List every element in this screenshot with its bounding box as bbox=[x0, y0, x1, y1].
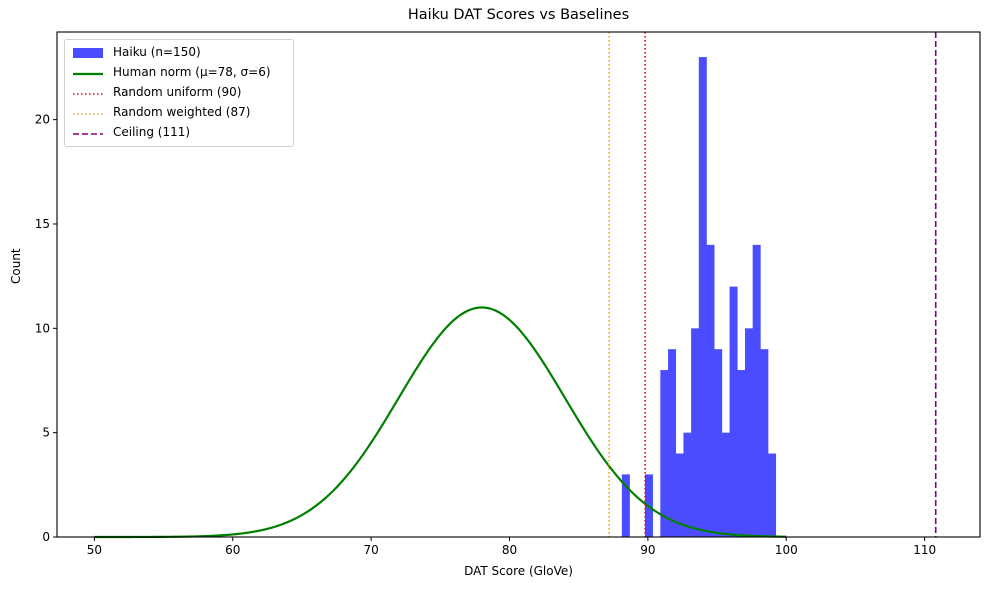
histogram-bar bbox=[744, 328, 753, 537]
x-axis-label: DAT Score (GloVe) bbox=[464, 564, 573, 578]
histogram-bar bbox=[768, 453, 777, 537]
x-tick-label: 50 bbox=[87, 543, 102, 557]
normal-curve-line bbox=[94, 306, 787, 539]
y-axis-ticks: 0 5 10 15 20 bbox=[35, 113, 57, 544]
legend-label: Ceiling (111) bbox=[113, 125, 191, 139]
x-tick-label: 90 bbox=[640, 543, 655, 557]
histogram-bar bbox=[675, 453, 684, 537]
human-norm-curve bbox=[94, 306, 787, 539]
histogram-bar bbox=[737, 370, 746, 537]
legend-item-ceiling: Ceiling (111) bbox=[65, 123, 293, 143]
legend-swatch-line bbox=[73, 106, 103, 120]
histogram-bar bbox=[683, 432, 692, 537]
histogram-bar bbox=[721, 432, 730, 537]
legend-item-haiku: Haiku (n=150) bbox=[65, 43, 293, 63]
x-tick-label: 100 bbox=[775, 543, 798, 557]
legend-swatch-line bbox=[73, 126, 103, 140]
y-tick-label: 10 bbox=[35, 321, 50, 335]
baseline-lines bbox=[608, 32, 937, 537]
y-axis-label: Count bbox=[9, 248, 23, 284]
legend-swatch-line bbox=[73, 66, 103, 80]
x-tick-label: 60 bbox=[225, 543, 240, 557]
histogram-bar bbox=[714, 349, 723, 537]
histogram-bar bbox=[729, 286, 738, 537]
axes-frame bbox=[56, 31, 981, 538]
histogram-bar bbox=[660, 370, 669, 537]
histogram-bar bbox=[621, 474, 630, 537]
histogram-bar bbox=[691, 328, 700, 537]
y-tick-label: 5 bbox=[42, 426, 50, 440]
histogram-bar bbox=[668, 349, 677, 537]
legend-item-random-uniform: Random uniform (90) bbox=[65, 83, 293, 103]
legend-label: Haiku (n=150) bbox=[113, 45, 201, 59]
legend-label: Random uniform (90) bbox=[113, 85, 242, 99]
histogram-bar bbox=[706, 244, 715, 537]
y-tick-label: 15 bbox=[35, 217, 50, 231]
histogram-bar bbox=[698, 57, 707, 537]
x-tick-label: 110 bbox=[913, 543, 936, 557]
x-axis-ticks: 50 60 70 80 90 100 110 bbox=[87, 537, 936, 557]
legend-swatch-patch bbox=[73, 48, 103, 58]
histogram-bar bbox=[760, 349, 769, 537]
legend-swatch-line bbox=[73, 86, 103, 100]
y-tick-label: 0 bbox=[42, 530, 50, 544]
x-tick-label: 70 bbox=[363, 543, 378, 557]
legend-label: Random weighted (87) bbox=[113, 105, 251, 119]
histogram-bar bbox=[752, 244, 761, 537]
y-tick-label: 20 bbox=[35, 113, 50, 127]
x-tick-label: 80 bbox=[502, 543, 517, 557]
legend-label: Human norm (μ=78, σ=6) bbox=[113, 65, 271, 79]
legend: Haiku (n=150) Human norm (μ=78, σ=6) Ran… bbox=[64, 39, 294, 147]
legend-item-random-weighted: Random weighted (87) bbox=[65, 103, 293, 123]
chart-title: Haiku DAT Scores vs Baselines bbox=[407, 7, 630, 23]
legend-item-human-norm: Human norm (μ=78, σ=6) bbox=[65, 63, 293, 83]
histogram-bars bbox=[621, 57, 777, 537]
